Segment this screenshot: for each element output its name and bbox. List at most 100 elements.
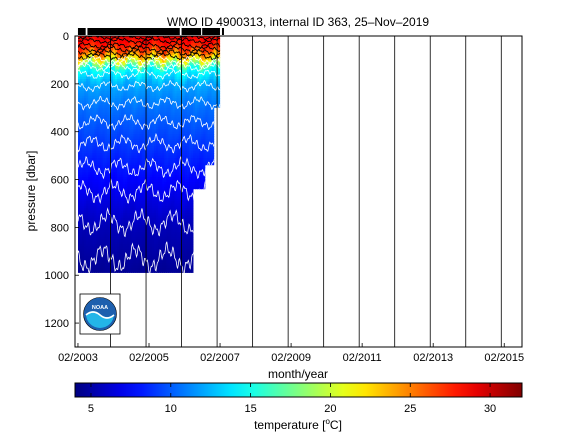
heat-cell bbox=[160, 248, 163, 252]
heat-cell bbox=[88, 169, 91, 173]
heat-cell bbox=[125, 98, 128, 102]
heat-cell bbox=[174, 256, 178, 260]
heat-cell bbox=[145, 71, 149, 75]
heat-cell bbox=[100, 45, 104, 49]
heat-cell bbox=[127, 81, 130, 85]
heat-cell bbox=[123, 79, 126, 83]
heat-cell bbox=[143, 260, 147, 264]
heat-cell bbox=[172, 86, 176, 90]
heat-cell bbox=[145, 177, 149, 181]
heat-cell bbox=[151, 258, 155, 262]
heat-cell bbox=[147, 76, 151, 80]
heat-cell bbox=[151, 155, 155, 159]
heat-cell bbox=[164, 107, 167, 111]
heat-cell bbox=[158, 201, 161, 205]
heat-cell bbox=[90, 62, 93, 66]
heat-cell bbox=[137, 74, 141, 78]
heat-cell bbox=[121, 47, 124, 51]
heat-cell bbox=[82, 71, 85, 75]
heat-cell bbox=[141, 198, 145, 202]
heat-cell bbox=[117, 110, 120, 114]
heat-cell bbox=[131, 114, 135, 118]
heat-cell bbox=[176, 162, 180, 166]
heat-cell bbox=[160, 55, 163, 59]
heat-cell bbox=[117, 67, 120, 71]
heat-cell bbox=[102, 256, 106, 260]
heat-cell bbox=[127, 174, 130, 178]
heat-cell bbox=[174, 184, 178, 188]
heat-cell bbox=[133, 117, 137, 121]
heat-cell bbox=[137, 256, 141, 260]
heat-cell bbox=[112, 251, 116, 255]
heat-cell bbox=[96, 86, 100, 90]
heat-cell bbox=[106, 198, 110, 202]
heat-cell bbox=[114, 215, 118, 219]
heat-cell bbox=[160, 100, 163, 104]
heat-cell bbox=[104, 208, 108, 212]
heat-cell bbox=[143, 95, 147, 99]
heat-cell bbox=[127, 246, 130, 250]
heat-cell bbox=[135, 112, 139, 116]
heat-cell bbox=[139, 270, 143, 273]
heat-cell bbox=[172, 220, 176, 224]
heat-cell bbox=[133, 268, 137, 272]
heat-cell bbox=[112, 64, 116, 68]
heat-cell bbox=[160, 136, 163, 140]
heat-cell bbox=[104, 50, 108, 54]
heat-cell bbox=[110, 150, 114, 154]
heat-cell bbox=[174, 196, 178, 200]
heat-cell bbox=[174, 55, 178, 59]
heat-cell bbox=[137, 138, 141, 142]
heat-cell bbox=[176, 138, 180, 142]
heat-cell bbox=[96, 112, 100, 116]
heat-cell bbox=[125, 83, 128, 87]
heat-cell bbox=[80, 81, 83, 85]
heat-cell bbox=[147, 251, 151, 255]
heat-cell bbox=[131, 86, 135, 90]
heat-cell bbox=[127, 100, 130, 104]
heat-cell bbox=[139, 220, 143, 224]
heat-cell bbox=[121, 234, 124, 238]
heat-cell bbox=[82, 196, 85, 200]
heat-cell bbox=[88, 224, 91, 228]
heat-cell bbox=[102, 105, 106, 109]
heat-cell bbox=[172, 229, 176, 233]
heat-cell bbox=[133, 88, 137, 92]
heat-cell bbox=[166, 270, 170, 273]
heat-cell bbox=[139, 208, 143, 212]
heat-cell bbox=[121, 217, 124, 221]
heat-cell bbox=[172, 169, 176, 173]
heat-cell bbox=[151, 236, 155, 240]
heat-cell bbox=[86, 76, 89, 80]
heat-cell bbox=[131, 153, 135, 157]
heat-cell bbox=[135, 110, 139, 114]
heat-cell bbox=[121, 172, 124, 176]
heat-cell bbox=[147, 244, 151, 248]
heat-cell bbox=[133, 74, 137, 78]
heat-cell bbox=[141, 141, 145, 145]
heat-cell bbox=[102, 57, 106, 61]
heat-cell bbox=[110, 136, 114, 140]
heat-cell bbox=[80, 169, 83, 173]
heat-cell bbox=[88, 253, 91, 257]
heat-cell bbox=[100, 217, 104, 221]
heat-cell bbox=[176, 71, 180, 75]
heat-cell bbox=[112, 258, 116, 262]
heat-cell bbox=[135, 55, 139, 59]
heat-cell bbox=[114, 45, 118, 49]
heat-cell bbox=[98, 45, 102, 49]
heat-cell bbox=[114, 76, 118, 80]
heat-cell bbox=[156, 91, 159, 95]
heat-cell bbox=[131, 122, 135, 126]
heat-cell bbox=[121, 198, 124, 202]
heat-cell bbox=[147, 239, 151, 243]
heat-cell bbox=[141, 107, 145, 111]
heat-cell bbox=[117, 40, 120, 44]
heat-cell bbox=[77, 47, 81, 51]
heat-cell bbox=[149, 107, 153, 111]
heat-cell bbox=[162, 251, 165, 255]
heat-cell bbox=[160, 38, 163, 42]
heat-cell bbox=[164, 134, 167, 138]
heat-cell bbox=[82, 198, 85, 202]
heat-cell bbox=[162, 246, 165, 250]
